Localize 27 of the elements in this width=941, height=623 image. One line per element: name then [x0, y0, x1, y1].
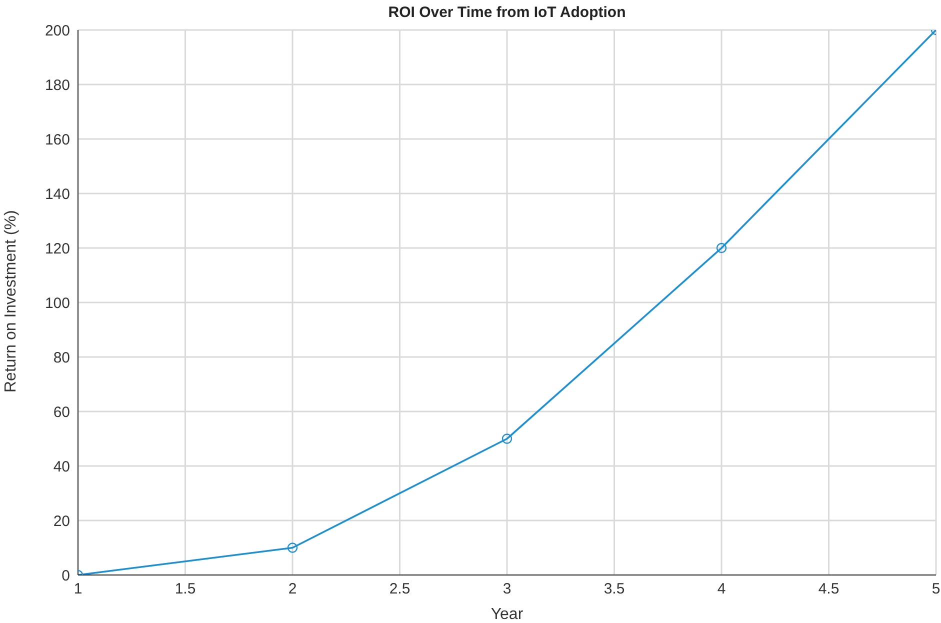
- x-tick-label: 2: [288, 580, 297, 598]
- x-tick-label: 3.5: [604, 580, 625, 598]
- x-tick-label: 1: [74, 580, 82, 598]
- x-tick-label: 5: [932, 580, 940, 598]
- point: [716, 242, 727, 254]
- x-tick-label: 2.5: [389, 580, 410, 598]
- y-tick-label: 100: [44, 294, 70, 312]
- x-axis-title: Year: [490, 606, 524, 623]
- y-tick-label: 120: [44, 240, 70, 258]
- y-tick-label: 0: [62, 567, 70, 584]
- y-axis-title: Return on Investment (%): [2, 210, 20, 392]
- y-tick-label: 80: [53, 349, 70, 366]
- y-tick-label: 140: [44, 186, 70, 203]
- line-series: [78, 30, 936, 575]
- x-tick-label: 4.5: [818, 580, 840, 598]
- x-tick-label: 4: [717, 580, 726, 598]
- y-tick-label: 40: [53, 458, 70, 476]
- y-tick-label: 180: [44, 76, 70, 94]
- y-tick-label: 160: [44, 131, 70, 148]
- point: [502, 434, 512, 444]
- y-tick-label: 20: [53, 512, 70, 530]
- x-tick-label: 1.5: [174, 580, 196, 598]
- y-tick-label: 200: [44, 22, 70, 40]
- x-tick-label: 3: [502, 580, 512, 598]
- point: [287, 542, 298, 553]
- chart-title: ROI Over Time from IoT Adoption: [388, 4, 626, 21]
- y-tick-label: 60: [53, 404, 70, 421]
